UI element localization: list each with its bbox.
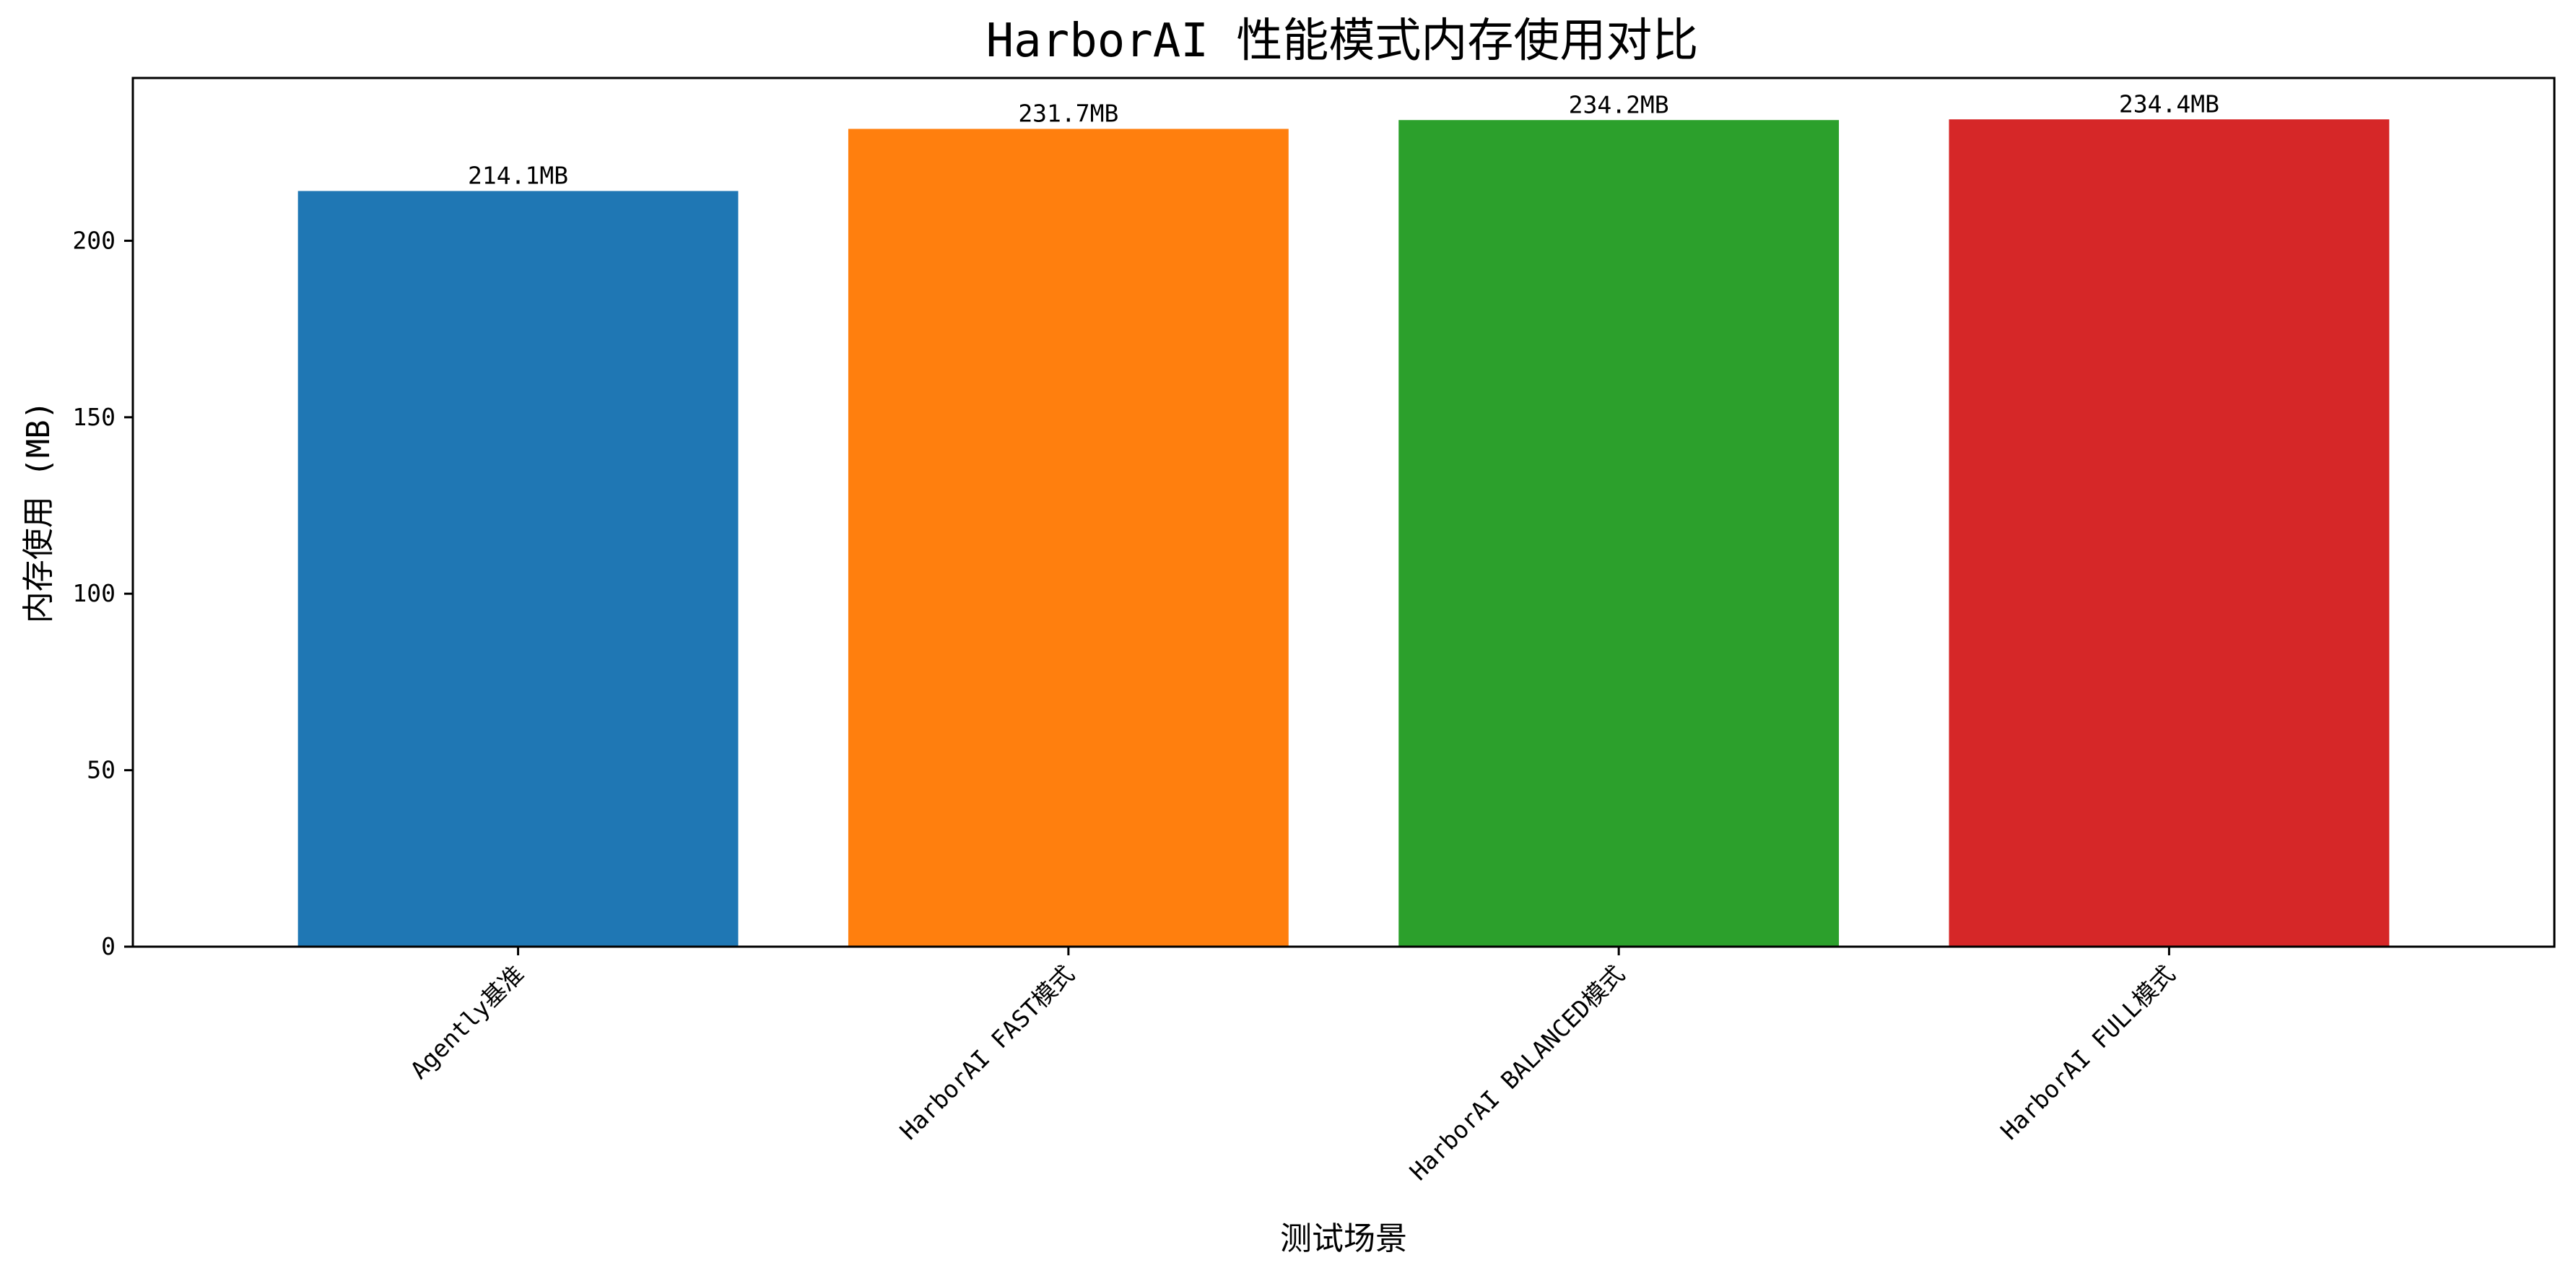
y-tick-label-2: 50 [87,756,116,784]
bar-value-label-4: 234.4MB [2119,90,2219,118]
y-tick-label-5: 200 [72,226,116,254]
y-tick-label-1: 0 [101,932,116,960]
plot-frame [131,77,2556,948]
y-axis-label: 内存使用 (MB) [20,401,57,623]
y-tick-label-4: 150 [72,403,116,431]
x-axis-label: 测试场景 [1280,1220,1407,1257]
bar-value-label-2: 231.7MB [1018,99,1118,127]
bar-2 [848,129,1289,947]
y-axis: 0 50 100 150 200 [72,226,133,960]
bars-layer: 214.1MB 231.7MB 234.2MB 234.4MB [297,90,2390,947]
chart-title: HarborAI 性能模式内存使用对比 [986,14,1699,68]
bar-value-label-3: 234.2MB [1569,90,1669,118]
bar-3 [1398,120,1840,947]
bar-4 [1949,119,2390,947]
bar-1 [297,191,739,947]
bar-value-label-1: 214.1MB [468,162,568,190]
y-tick-label-3: 100 [72,579,116,607]
